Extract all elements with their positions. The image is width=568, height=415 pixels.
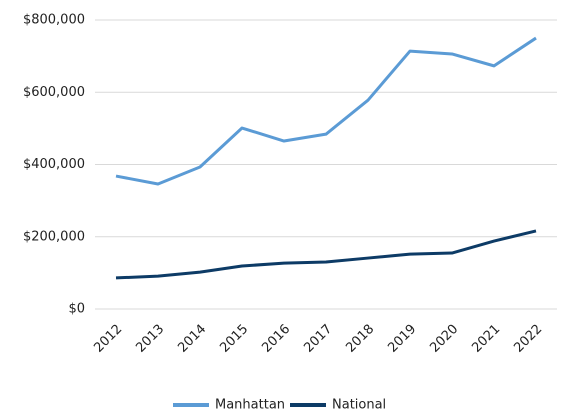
- x-tick-label: 2012: [91, 322, 125, 356]
- x-tick-label: 2016: [259, 322, 293, 356]
- x-tick-label: 2014: [175, 322, 209, 356]
- x-tick-label: 2017: [301, 322, 335, 356]
- x-tick-label: 2013: [133, 322, 167, 356]
- x-tick-label: 2020: [427, 322, 461, 356]
- legend-label: National: [332, 398, 386, 413]
- y-tick-label: $600,000: [23, 85, 85, 100]
- y-tick-label: $800,000: [23, 13, 85, 28]
- legend-label: Manhattan: [215, 398, 285, 413]
- series-line: [115, 36, 537, 186]
- x-tick-label: 2021: [469, 322, 503, 356]
- y-tick-label: $400,000: [23, 157, 85, 172]
- x-tick-label: 2019: [385, 322, 419, 356]
- x-tick-label: 2022: [511, 322, 545, 356]
- x-tick-label: 2015: [217, 322, 251, 356]
- x-tick-label: 2018: [343, 322, 377, 356]
- y-tick-label: $200,000: [23, 229, 85, 244]
- y-tick-label: $0: [68, 302, 85, 317]
- series-line: [115, 229, 537, 280]
